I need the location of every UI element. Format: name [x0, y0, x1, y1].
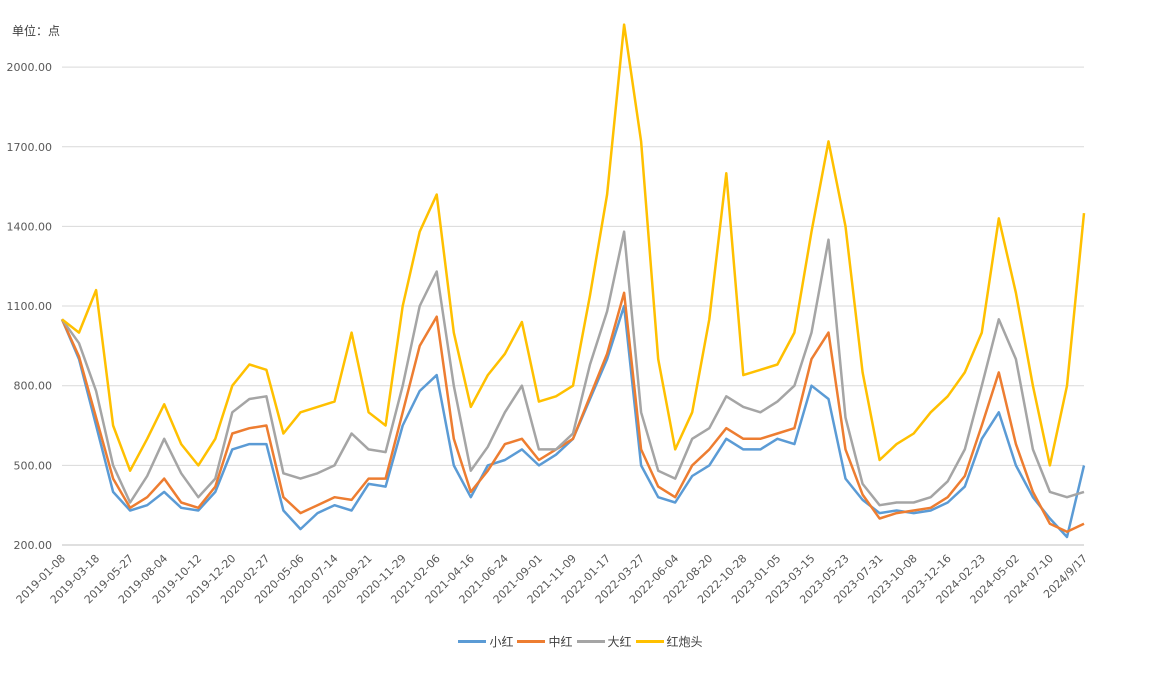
y-tick-label: 2000.00: [7, 61, 53, 74]
legend-swatch: [576, 640, 605, 643]
legend-swatch: [458, 640, 487, 643]
series-line-中红: [60, 291, 1085, 533]
legend-item: 红炮头: [635, 633, 703, 650]
y-tick-label: 800.00: [14, 380, 53, 393]
x-axis-tick-labels: 2019-01-082019-03-182019-05-272019-08-04…: [14, 552, 1090, 606]
legend-item: 中红: [517, 633, 573, 650]
y-tick-label: 1700.00: [7, 141, 53, 154]
legend-item: 大红: [576, 633, 632, 650]
legend-label: 小红: [489, 635, 514, 649]
legend-label: 中红: [548, 635, 573, 649]
series-lines: [60, 23, 1086, 539]
legend-swatch: [635, 640, 664, 643]
series-line-大红: [60, 230, 1085, 507]
gridlines: [62, 66, 1084, 466]
legend-label: 大红: [607, 635, 632, 649]
y-tick-label: 1100.00: [7, 300, 53, 313]
legend: 小红 中红 大红 红炮头: [0, 633, 1161, 650]
legend-swatch: [517, 640, 546, 643]
y-tick-label: 200.00: [14, 539, 53, 552]
y-tick-label: 500.00: [14, 459, 53, 472]
legend-item: 小红: [458, 633, 513, 650]
y-tick-label: 1400.00: [7, 220, 53, 233]
series-line-小红: [60, 304, 1086, 539]
unit-label: 单位：点: [12, 24, 61, 38]
series-line-红炮头: [61, 23, 1086, 472]
legend-label: 红炮头: [666, 635, 703, 649]
y-axis-tick-labels: 200.00 500.00 800.00 1100.00 1400.00 1700.00 2…: [7, 61, 53, 552]
